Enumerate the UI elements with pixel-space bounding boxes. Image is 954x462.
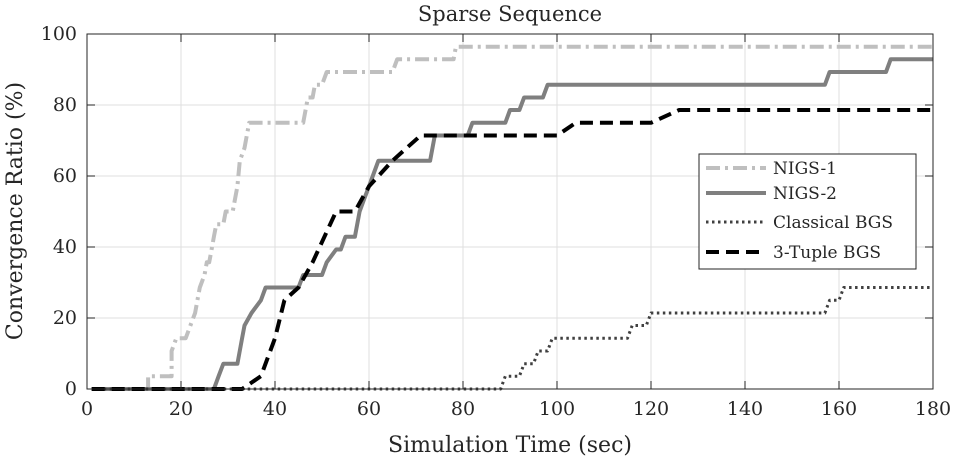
series-lines bbox=[91, 44, 933, 391]
series-line-classical-bgs bbox=[91, 286, 933, 391]
y-tick-label: 0 bbox=[65, 378, 77, 400]
series-line-nigs-1 bbox=[91, 44, 933, 391]
legend-label: 3-Tuple BGS bbox=[773, 243, 881, 263]
legend: NIGS-1 NIGS-2 Classical BGS 3-Tuple BGS bbox=[698, 153, 917, 270]
x-tick-label: 140 bbox=[727, 398, 763, 420]
y-tick-label: 100 bbox=[41, 23, 77, 45]
legend-label: NIGS-2 bbox=[773, 184, 837, 204]
chart-title: Sparse Sequence bbox=[418, 2, 602, 26]
x-tick-label: 40 bbox=[263, 398, 287, 420]
legend-box bbox=[698, 153, 917, 270]
y-axis-label: Convergence Ratio (%) bbox=[3, 82, 28, 340]
x-tick-label: 60 bbox=[357, 398, 381, 420]
x-tick-label: 120 bbox=[633, 398, 669, 420]
series-line-nigs-2 bbox=[91, 57, 933, 391]
x-tick-label: 180 bbox=[915, 398, 951, 420]
axis-ticks: 0 20 40 60 80 100 120 140 160 180 0 20 40 60 80 100 bbox=[41, 23, 951, 420]
y-tick-label: 60 bbox=[53, 165, 77, 187]
y-tick-label: 80 bbox=[53, 94, 77, 116]
legend-label: Classical BGS bbox=[773, 213, 893, 233]
x-axis-label: Simulation Time (sec) bbox=[388, 433, 632, 458]
legend-label: NIGS-1 bbox=[773, 159, 837, 179]
x-tick-label: 80 bbox=[451, 398, 475, 420]
x-tick-label: 0 bbox=[81, 398, 93, 420]
plot-frame bbox=[86, 33, 934, 390]
series-line-3-tuple-bgs bbox=[91, 108, 933, 391]
x-tick-label: 20 bbox=[169, 398, 193, 420]
y-tick-label: 20 bbox=[53, 307, 77, 329]
x-tick-label: 160 bbox=[821, 398, 857, 420]
y-tick-label: 40 bbox=[53, 236, 77, 258]
x-tick-label: 100 bbox=[539, 398, 575, 420]
